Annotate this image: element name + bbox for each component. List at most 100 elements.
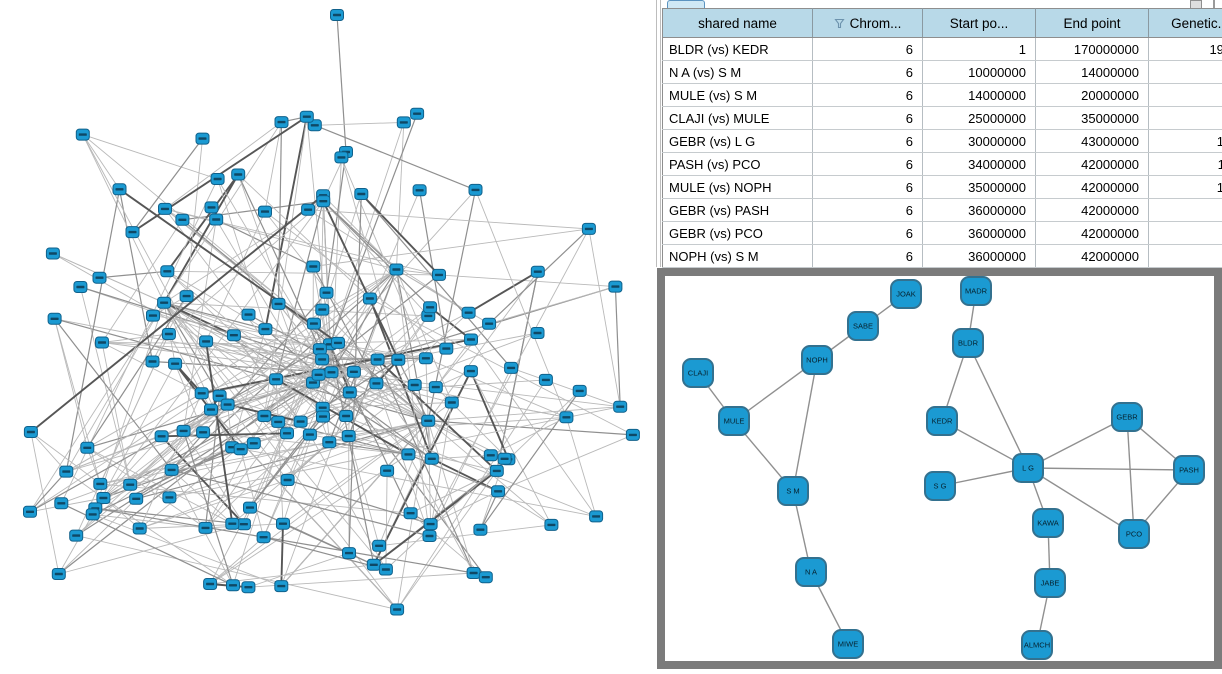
network-node-SABE[interactable]: SABE	[848, 312, 878, 340]
network-node[interactable]	[440, 343, 453, 354]
network-node[interactable]	[205, 202, 218, 213]
network-node[interactable]	[331, 10, 344, 21]
network-node[interactable]	[392, 354, 405, 365]
network-node[interactable]	[492, 486, 505, 497]
network-node[interactable]	[124, 479, 137, 490]
network-node[interactable]	[312, 369, 325, 380]
network-edge[interactable]	[281, 524, 283, 586]
network-edge[interactable]	[55, 319, 101, 484]
network-node[interactable]	[60, 466, 73, 477]
network-edge[interactable]	[307, 117, 332, 373]
cell-value[interactable]: 6.6	[1149, 61, 1222, 84]
network-node[interactable]	[226, 518, 239, 529]
network-node[interactable]	[325, 367, 338, 378]
network-edge[interactable]	[408, 454, 473, 573]
network-node[interactable]	[211, 174, 224, 185]
network-node[interactable]	[96, 337, 109, 348]
table-row[interactable]: GEBR (vs) L G6300000004300000016.9	[663, 130, 1222, 153]
network-node[interactable]	[196, 133, 209, 144]
cell-value[interactable]: 34000000	[923, 153, 1036, 176]
network-edge[interactable]	[315, 122, 404, 125]
network-node[interactable]	[343, 387, 356, 398]
network-node[interactable]	[373, 540, 386, 551]
network-edge[interactable]	[313, 229, 589, 267]
table-row[interactable]: MULE (vs) S M614000000200000007.5	[663, 84, 1222, 107]
cell-value[interactable]: 42000000	[1036, 176, 1149, 199]
network-node[interactable]	[159, 203, 172, 214]
network-node[interactable]	[259, 324, 272, 335]
network-node[interactable]	[462, 307, 475, 318]
network-node[interactable]	[397, 117, 410, 128]
network-node[interactable]	[272, 298, 285, 309]
cell-value[interactable]: 6	[813, 245, 923, 268]
network-node[interactable]	[342, 431, 355, 442]
column-header-4[interactable]: Genetic...	[1149, 9, 1222, 38]
network-edge[interactable]	[102, 220, 182, 343]
network-node[interactable]	[317, 196, 330, 207]
network-node[interactable]	[317, 411, 330, 422]
network-node[interactable]	[323, 437, 336, 448]
network-node[interactable]	[445, 397, 458, 408]
panel-splitter[interactable]	[656, 0, 657, 267]
network-node[interactable]	[237, 519, 250, 530]
network-node[interactable]	[146, 356, 159, 367]
network-edge[interactable]	[491, 417, 567, 455]
network-node-PASH[interactable]: PASH	[1174, 456, 1204, 484]
network-edge[interactable]	[31, 432, 66, 472]
cell-value[interactable]: 30000000	[923, 130, 1036, 153]
network-node[interactable]	[242, 309, 255, 320]
cell-value[interactable]: 42000000	[1036, 222, 1149, 245]
cell-value[interactable]: 16.9	[1149, 130, 1222, 153]
cell-value[interactable]: 6	[813, 153, 923, 176]
network-edge[interactable]	[439, 275, 615, 287]
network-node[interactable]	[433, 269, 446, 280]
cell-value[interactable]: 14000000	[1036, 61, 1149, 84]
network-node[interactable]	[484, 450, 497, 461]
network-node[interactable]	[234, 444, 247, 455]
network-node[interactable]	[281, 428, 294, 439]
cell-shared-name[interactable]: MULE (vs) S M	[663, 84, 813, 107]
network-edge[interactable]	[103, 498, 233, 585]
network-edge[interactable]	[337, 15, 346, 152]
cell-shared-name[interactable]: GEBR (vs) L G	[663, 130, 813, 153]
network-node[interactable]	[258, 411, 271, 422]
network-node[interactable]	[165, 464, 178, 475]
network-node[interactable]	[545, 519, 558, 530]
scrollbar-fragment[interactable]	[1190, 0, 1202, 8]
cell-value[interactable]: 5.9	[1149, 107, 1222, 130]
network-node[interactable]	[371, 354, 384, 365]
network-node[interactable]	[413, 185, 426, 196]
network-node[interactable]	[205, 404, 218, 415]
cell-value[interactable]: 11.4	[1149, 153, 1222, 176]
table-row[interactable]: GEBR (vs) PASH636000000420000008.9	[663, 199, 1222, 222]
network-node-MIWE[interactable]: MIWE	[833, 630, 863, 658]
network-node[interactable]	[614, 401, 627, 412]
cell-value[interactable]: 8.9	[1149, 199, 1222, 222]
network-node[interactable]	[55, 498, 68, 509]
cell-value[interactable]: 10000000	[923, 61, 1036, 84]
network-node-PCO[interactable]: PCO	[1119, 520, 1149, 548]
network-edge-BLDR-LG[interactable]	[968, 343, 1028, 468]
network-node[interactable]	[560, 412, 573, 423]
network-node[interactable]	[573, 385, 586, 396]
network-node[interactable]	[419, 353, 432, 364]
network-node[interactable]	[204, 579, 217, 590]
network-node[interactable]	[232, 169, 245, 180]
cell-value[interactable]: 43000000	[1036, 130, 1149, 153]
network-node[interactable]	[81, 442, 94, 453]
network-node[interactable]	[316, 354, 329, 365]
network-edge[interactable]	[379, 525, 551, 546]
network-node[interactable]	[313, 344, 326, 355]
network-node[interactable]	[590, 511, 603, 522]
network-node[interactable]	[48, 313, 61, 324]
network-node-MADR[interactable]: MADR	[961, 277, 991, 305]
network-node[interactable]	[272, 416, 285, 427]
cell-value[interactable]: 6	[813, 38, 923, 61]
network-node[interactable]	[379, 564, 392, 575]
cell-shared-name[interactable]: NOPH (vs) S M	[663, 245, 813, 268]
network-node-CLAJI[interactable]: CLAJI	[683, 359, 713, 387]
cell-value[interactable]: 36000000	[923, 199, 1036, 222]
network-node[interactable]	[316, 304, 329, 315]
network-node[interactable]	[424, 519, 437, 530]
main-network-panel[interactable]	[0, 0, 655, 669]
